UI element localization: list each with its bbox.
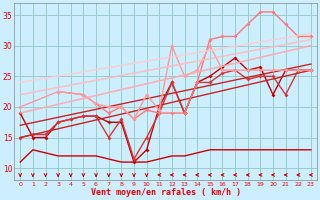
X-axis label: Vent moyen/en rafales ( km/h ): Vent moyen/en rafales ( km/h ) [91,188,241,197]
